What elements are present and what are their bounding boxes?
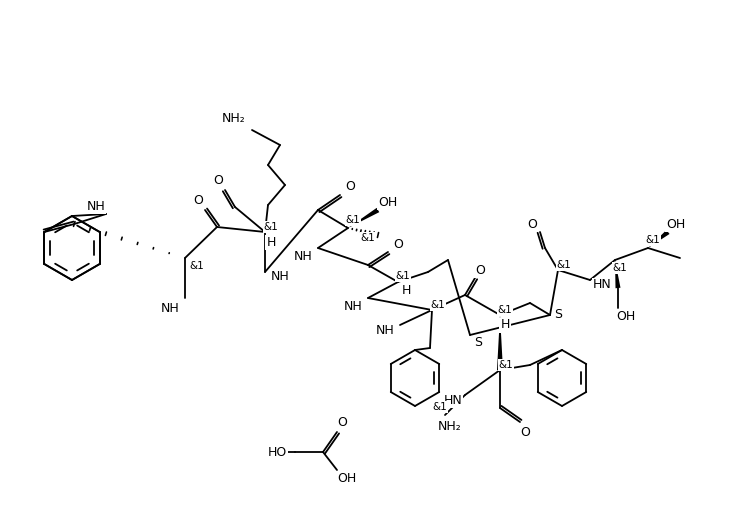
Text: &1: &1 [433, 402, 447, 412]
Text: &1: &1 [646, 235, 660, 245]
Text: &1: &1 [264, 222, 278, 232]
Polygon shape [615, 260, 621, 288]
Text: NH: NH [271, 270, 289, 284]
Text: NH₂: NH₂ [222, 111, 246, 124]
Text: O: O [193, 194, 203, 206]
Polygon shape [497, 315, 503, 370]
Text: HO: HO [267, 446, 287, 458]
Text: O: O [520, 425, 530, 438]
Text: O: O [337, 415, 347, 428]
Text: S: S [474, 337, 482, 350]
Text: S: S [554, 309, 562, 321]
Text: O: O [345, 181, 355, 194]
Text: &1: &1 [395, 271, 411, 281]
Text: O: O [475, 264, 485, 277]
Text: NH: NH [160, 301, 179, 314]
Text: NH: NH [376, 323, 395, 337]
Text: &1: &1 [498, 305, 512, 315]
Text: OH: OH [666, 217, 686, 230]
Text: OH: OH [616, 310, 635, 322]
Text: H: H [401, 284, 411, 297]
Text: O: O [393, 237, 403, 250]
Text: H: H [500, 319, 509, 331]
Text: O: O [527, 217, 537, 230]
Text: HN: HN [444, 394, 463, 406]
Text: &1: &1 [346, 215, 360, 225]
Text: &1: &1 [613, 263, 627, 273]
Polygon shape [648, 230, 670, 248]
Text: &1: &1 [430, 300, 445, 310]
Text: &1: &1 [190, 261, 204, 271]
Text: NH: NH [294, 249, 313, 262]
Text: &1: &1 [498, 360, 513, 370]
Text: HN: HN [593, 278, 611, 291]
Text: NH: NH [343, 299, 362, 312]
Text: H: H [266, 236, 276, 248]
Text: &1: &1 [361, 233, 376, 243]
Text: &1: &1 [556, 260, 572, 270]
Text: OH: OH [378, 195, 397, 208]
Text: OH: OH [337, 471, 356, 485]
Text: NH: NH [86, 200, 105, 213]
Text: O: O [213, 173, 223, 186]
Text: NH₂: NH₂ [438, 421, 462, 434]
Polygon shape [348, 208, 379, 228]
